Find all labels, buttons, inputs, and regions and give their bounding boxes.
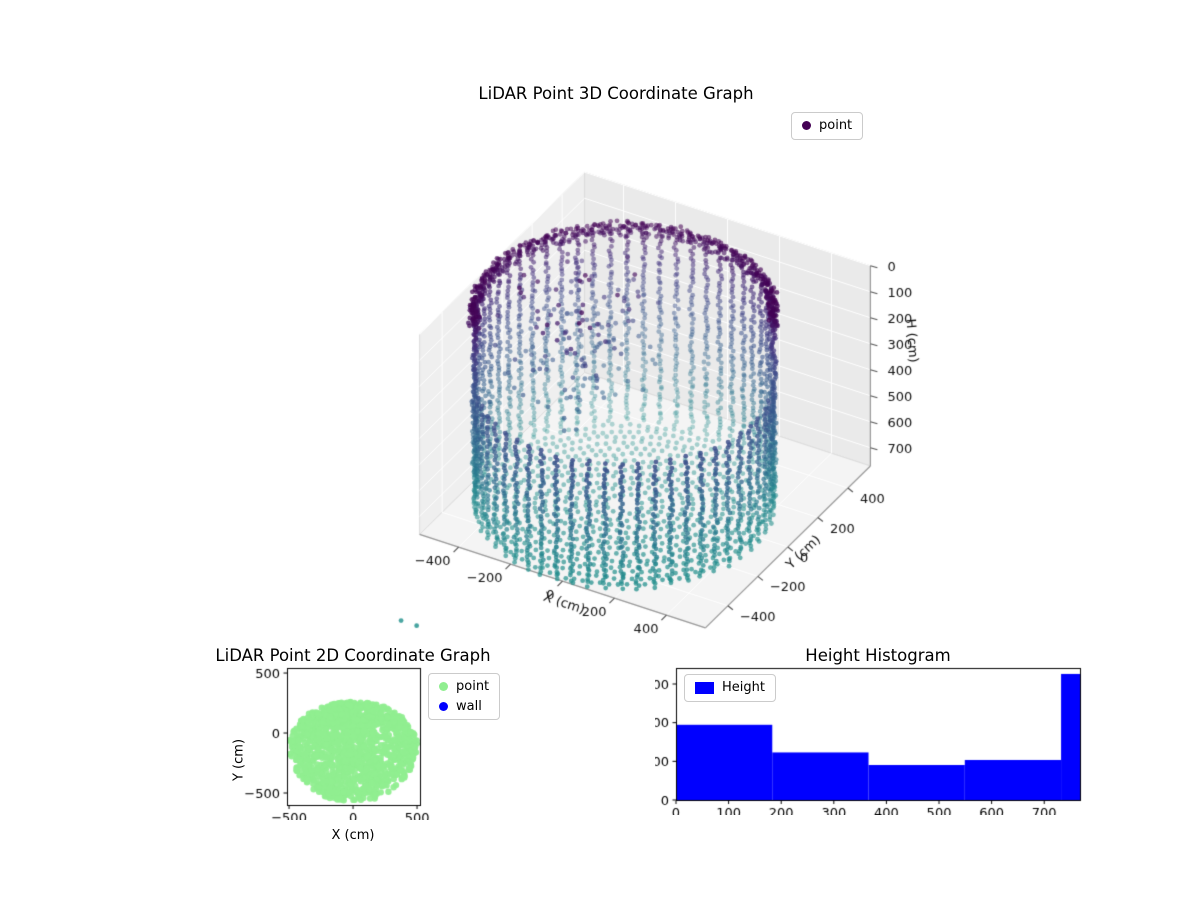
plot2d-legend: point wall (428, 673, 501, 721)
histogram-title: Height Histogram (805, 646, 951, 665)
bar-patch-icon (695, 681, 714, 694)
scatter-wall-marker-icon (439, 701, 448, 711)
plot2d-yaxis-label: Y (cm) (231, 738, 247, 782)
legend-item-label: point (456, 679, 490, 694)
legend-item-wall: wall (439, 699, 489, 715)
legend-item-label: point (819, 118, 853, 133)
scatter-point-marker-icon (439, 682, 448, 692)
plot3d-canvas (320, 95, 970, 655)
plot2d-xaxis-label: X (cm) (331, 828, 375, 843)
legend-item-point: point (439, 679, 489, 695)
plot2d-title: LiDAR Point 2D Coordinate Graph (215, 646, 491, 665)
scatter-point-marker-icon (802, 121, 811, 131)
legend-item-label: wall (456, 698, 482, 714)
plot3d-title: LiDAR Point 3D Coordinate Graph (478, 84, 754, 103)
legend-item-point: point (802, 118, 852, 134)
histogram-legend: Height (684, 674, 776, 702)
legend-item-label: Height (722, 680, 765, 695)
legend-item-height: Height (695, 680, 765, 696)
plot3d-legend: point (791, 112, 864, 140)
